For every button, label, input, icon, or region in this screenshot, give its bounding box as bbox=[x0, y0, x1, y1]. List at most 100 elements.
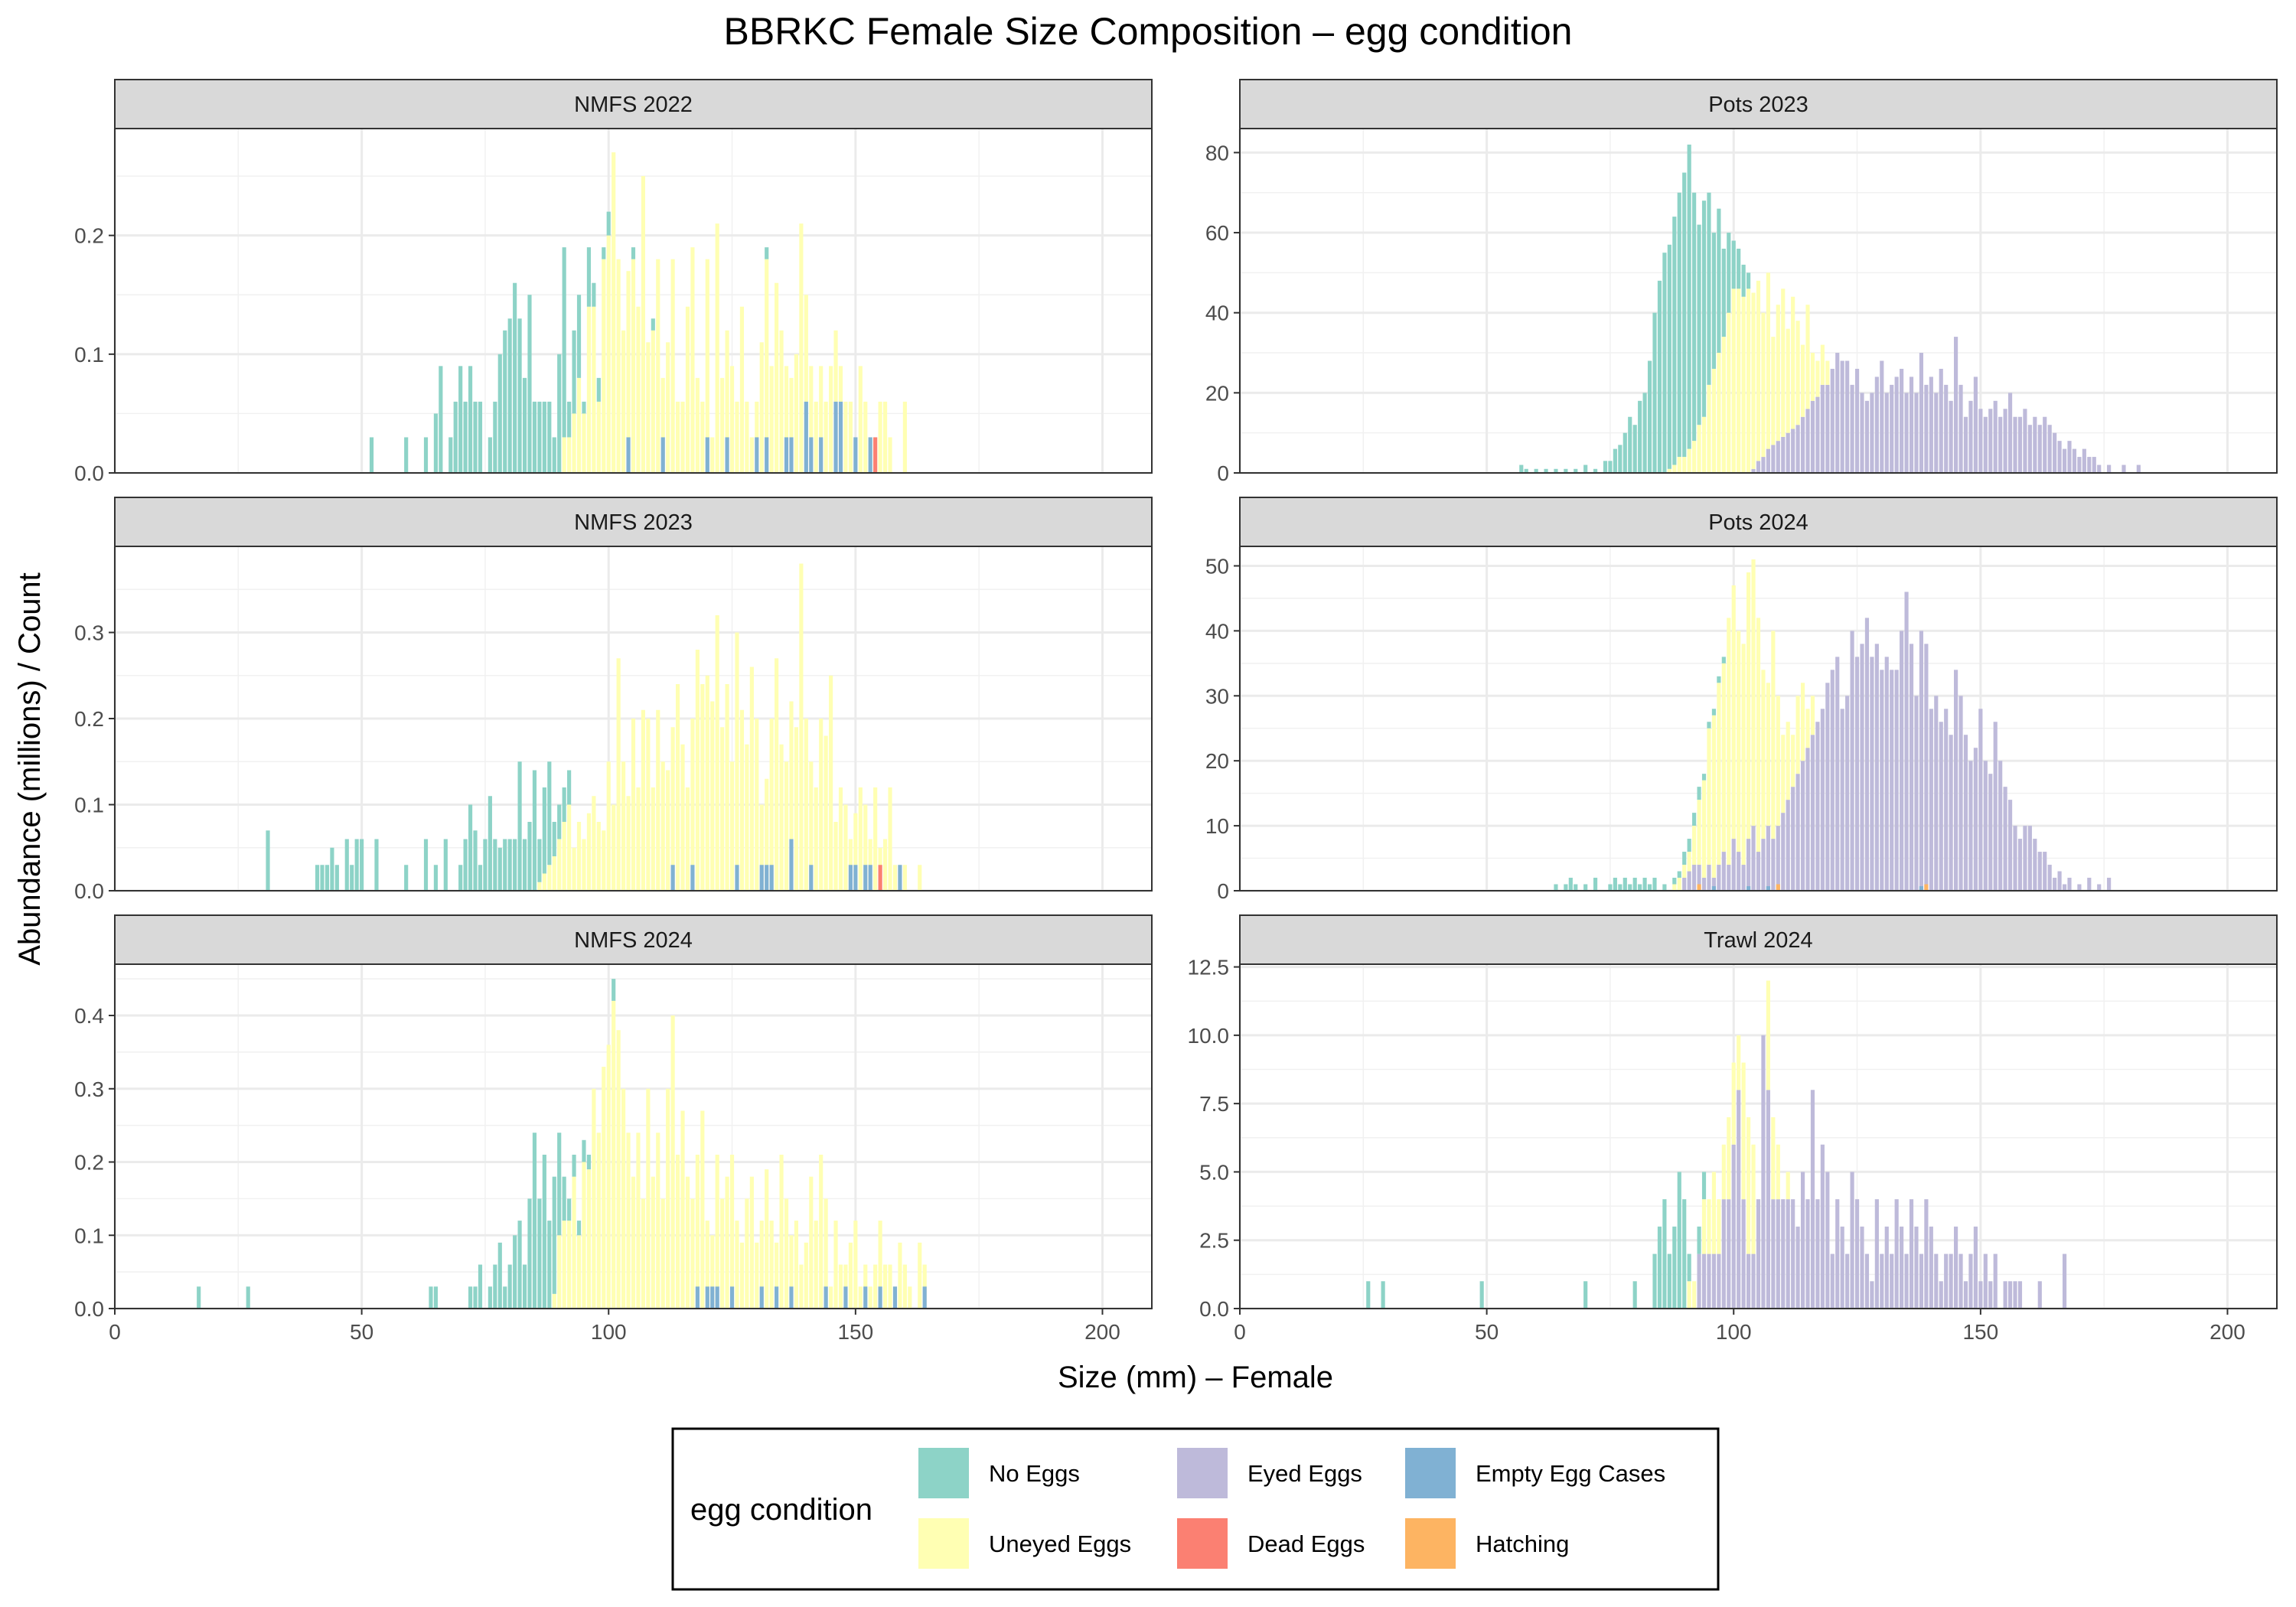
eyed-eggs-bar bbox=[2003, 409, 2007, 473]
no-eggs-bar bbox=[1632, 878, 1637, 891]
bars bbox=[1519, 144, 2141, 473]
eyed-eggs-bar bbox=[1890, 384, 1894, 473]
facet-label: Pots 2023 bbox=[1708, 93, 1808, 117]
legend-label: Eyed Eggs bbox=[1247, 1460, 1362, 1487]
eyed-eggs-bar bbox=[1983, 761, 1988, 891]
no-eggs-bar bbox=[1623, 878, 1627, 891]
uneyed-eggs-bar bbox=[1707, 384, 1711, 473]
eyed-eggs-bar bbox=[1776, 441, 1780, 473]
uneyed-eggs-bar bbox=[749, 667, 754, 891]
empty-egg-cases-bar bbox=[759, 1286, 764, 1309]
eyed-eggs-bar bbox=[2007, 1281, 2013, 1309]
y-tick-label: 10.0 bbox=[1188, 1024, 1230, 1048]
uneyed-eggs-bar bbox=[794, 727, 799, 891]
empty-egg-cases-bar bbox=[789, 839, 794, 891]
uneyed-eggs-bar bbox=[646, 719, 651, 891]
eyed-eggs-bar bbox=[1993, 1253, 1998, 1309]
no-eggs-bar bbox=[439, 366, 443, 473]
uneyed-eggs-bar bbox=[646, 342, 651, 473]
other-condition-bar bbox=[873, 437, 878, 473]
uneyed-eggs-bar bbox=[799, 1264, 804, 1309]
eyed-eggs-bar bbox=[1786, 1199, 1790, 1309]
uneyed-eggs-bar bbox=[680, 744, 685, 891]
empty-egg-cases-bar bbox=[922, 1286, 927, 1309]
eyed-eggs-bar bbox=[2053, 878, 2057, 891]
eyed-eggs-bar bbox=[1711, 878, 1717, 891]
empty-egg-cases-bar bbox=[769, 865, 774, 891]
eyed-eggs-bar bbox=[1864, 1253, 1870, 1309]
y-tick-label: 0.2 bbox=[74, 224, 104, 248]
uneyed-eggs-bar bbox=[651, 330, 655, 473]
eyed-eggs-bar bbox=[1791, 1199, 1795, 1309]
no-eggs-bar bbox=[507, 839, 512, 891]
eyed-eggs-bar bbox=[2037, 425, 2042, 473]
eyed-eggs-bar bbox=[1894, 670, 1899, 891]
uneyed-eggs-bar bbox=[660, 1198, 665, 1309]
uneyed-eggs-bar bbox=[1717, 683, 1721, 865]
eyed-eggs-bar bbox=[2023, 826, 2027, 891]
eyed-eggs-bar bbox=[1761, 839, 1766, 891]
eyed-eggs-bar bbox=[2043, 852, 2047, 891]
uneyed-eggs-bar bbox=[843, 804, 848, 891]
uneyed-eggs-bar bbox=[660, 761, 665, 891]
uneyed-eggs-bar bbox=[705, 259, 709, 473]
no-eggs-bar bbox=[369, 437, 374, 473]
uneyed-eggs-bar bbox=[576, 822, 582, 891]
uneyed-eggs-bar bbox=[819, 366, 823, 473]
uneyed-eggs-bar bbox=[725, 330, 729, 473]
uneyed-eggs-bar bbox=[725, 1176, 729, 1309]
no-eggs-bar bbox=[497, 847, 502, 891]
uneyed-eggs-bar bbox=[1727, 312, 1731, 473]
uneyed-eggs-bar bbox=[690, 719, 695, 891]
uneyed-eggs-bar bbox=[1800, 683, 1805, 761]
no-eggs-bar bbox=[1628, 884, 1632, 891]
no-eggs-bar bbox=[537, 839, 542, 882]
no-eggs-bar bbox=[1731, 240, 1736, 289]
eyed-eggs-bar bbox=[1934, 696, 1939, 891]
no-eggs-bar bbox=[1564, 884, 1568, 891]
y-tick-label: 0.2 bbox=[74, 707, 104, 731]
eyed-eggs-bar bbox=[1766, 1090, 1770, 1309]
uneyed-eggs-bar bbox=[557, 839, 562, 891]
eyed-eggs-bar bbox=[1850, 384, 1854, 473]
uneyed-eggs-bar bbox=[809, 366, 814, 473]
eyed-eggs-bar bbox=[1731, 1144, 1736, 1309]
y-tick-label: 30 bbox=[1205, 684, 1229, 708]
eyed-eggs-bar bbox=[1924, 384, 1929, 473]
uneyed-eggs-bar bbox=[794, 1221, 799, 1309]
legend-label: Uneyed Eggs bbox=[989, 1530, 1131, 1557]
panel-border bbox=[1239, 963, 2278, 1309]
uneyed-eggs-bar bbox=[749, 1176, 754, 1309]
eyed-eggs-bar bbox=[1944, 384, 1949, 473]
eyed-eggs-bar bbox=[1954, 337, 1958, 473]
uneyed-eggs-bar bbox=[755, 719, 759, 891]
eyed-eggs-bar bbox=[1800, 761, 1805, 891]
uneyed-eggs-bar bbox=[749, 437, 754, 473]
no-eggs-bar bbox=[1711, 233, 1717, 369]
no-eggs-bar bbox=[468, 804, 473, 891]
x-tick-label: 200 bbox=[2210, 1320, 2245, 1344]
uneyed-eggs-bar bbox=[715, 615, 719, 891]
eyed-eggs-bar bbox=[1909, 376, 1914, 473]
no-eggs-bar bbox=[1746, 272, 1751, 289]
eyed-eggs-bar bbox=[1958, 384, 1963, 473]
eyed-eggs-bar bbox=[1880, 360, 1884, 473]
eyed-eggs-bar bbox=[2047, 865, 2052, 891]
eyed-eggs-bar bbox=[1870, 1281, 1874, 1309]
panel-border bbox=[1239, 128, 2278, 474]
eyed-eggs-bar bbox=[1884, 1226, 1889, 1309]
no-eggs-bar bbox=[266, 830, 270, 891]
no-eggs-bar bbox=[631, 247, 636, 259]
uneyed-eggs-bar bbox=[765, 259, 769, 473]
no-eggs-bar bbox=[493, 401, 497, 473]
no-eggs-bar bbox=[1593, 878, 1598, 891]
eyed-eggs-bar bbox=[1795, 1226, 1800, 1309]
facet-strip bbox=[114, 914, 1153, 965]
empty-egg-cases-bar bbox=[838, 401, 843, 473]
eyed-eggs-bar bbox=[1840, 1226, 1844, 1309]
uneyed-eggs-bar bbox=[710, 701, 715, 891]
no-eggs-bar bbox=[527, 1198, 532, 1309]
eyed-eggs-bar bbox=[2023, 409, 2027, 473]
x-tick-label: 50 bbox=[350, 1320, 373, 1344]
eyed-eggs-bar bbox=[1830, 1253, 1835, 1309]
